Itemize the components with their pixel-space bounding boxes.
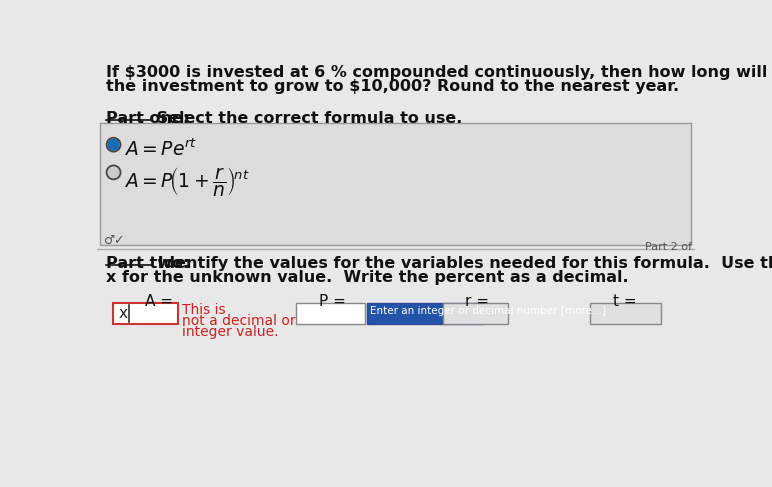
Text: Part one:: Part one: bbox=[106, 111, 189, 126]
Text: x: x bbox=[118, 306, 127, 320]
Text: $A = P\!\left(1+\dfrac{r}{n}\right)^{\!nt}$: $A = P\!\left(1+\dfrac{r}{n}\right)^{\!n… bbox=[124, 165, 250, 198]
FancyBboxPatch shape bbox=[590, 302, 662, 324]
Text: Identify the values for the variables needed for this formula.  Use the letter: Identify the values for the variables ne… bbox=[152, 256, 772, 271]
Text: This is: This is bbox=[181, 303, 225, 318]
Text: not a decimal or: not a decimal or bbox=[181, 314, 296, 328]
Text: ✓: ✓ bbox=[113, 234, 124, 247]
Text: the investment to grow to $10,000? Round to the nearest year.: the investment to grow to $10,000? Round… bbox=[106, 79, 679, 94]
Text: If $3000 is invested at 6 % compounded continuously, then how long will it take : If $3000 is invested at 6 % compounded c… bbox=[106, 65, 772, 79]
Text: integer value.: integer value. bbox=[181, 325, 278, 339]
Text: $A = Pe^{rt}$: $A = Pe^{rt}$ bbox=[124, 138, 198, 160]
Circle shape bbox=[108, 167, 119, 178]
FancyBboxPatch shape bbox=[296, 302, 365, 324]
FancyBboxPatch shape bbox=[100, 123, 691, 245]
Text: x for the unknown value.  Write the percent as a decimal.: x for the unknown value. Write the perce… bbox=[106, 270, 628, 285]
Text: Part 2 of: Part 2 of bbox=[645, 242, 692, 252]
Text: ♂: ♂ bbox=[104, 234, 116, 247]
Text: Part two:: Part two: bbox=[106, 256, 189, 271]
Text: P =: P = bbox=[319, 294, 346, 309]
FancyBboxPatch shape bbox=[443, 302, 508, 324]
Text: Select the correct formula to use.: Select the correct formula to use. bbox=[151, 111, 462, 126]
Text: A =: A = bbox=[144, 294, 173, 309]
Circle shape bbox=[108, 139, 119, 150]
FancyBboxPatch shape bbox=[113, 302, 178, 324]
Text: t =: t = bbox=[613, 294, 636, 309]
FancyBboxPatch shape bbox=[367, 302, 483, 324]
Text: Enter an integer or decimal number [more...]: Enter an integer or decimal number [more… bbox=[370, 306, 606, 317]
Text: r =: r = bbox=[466, 294, 489, 309]
